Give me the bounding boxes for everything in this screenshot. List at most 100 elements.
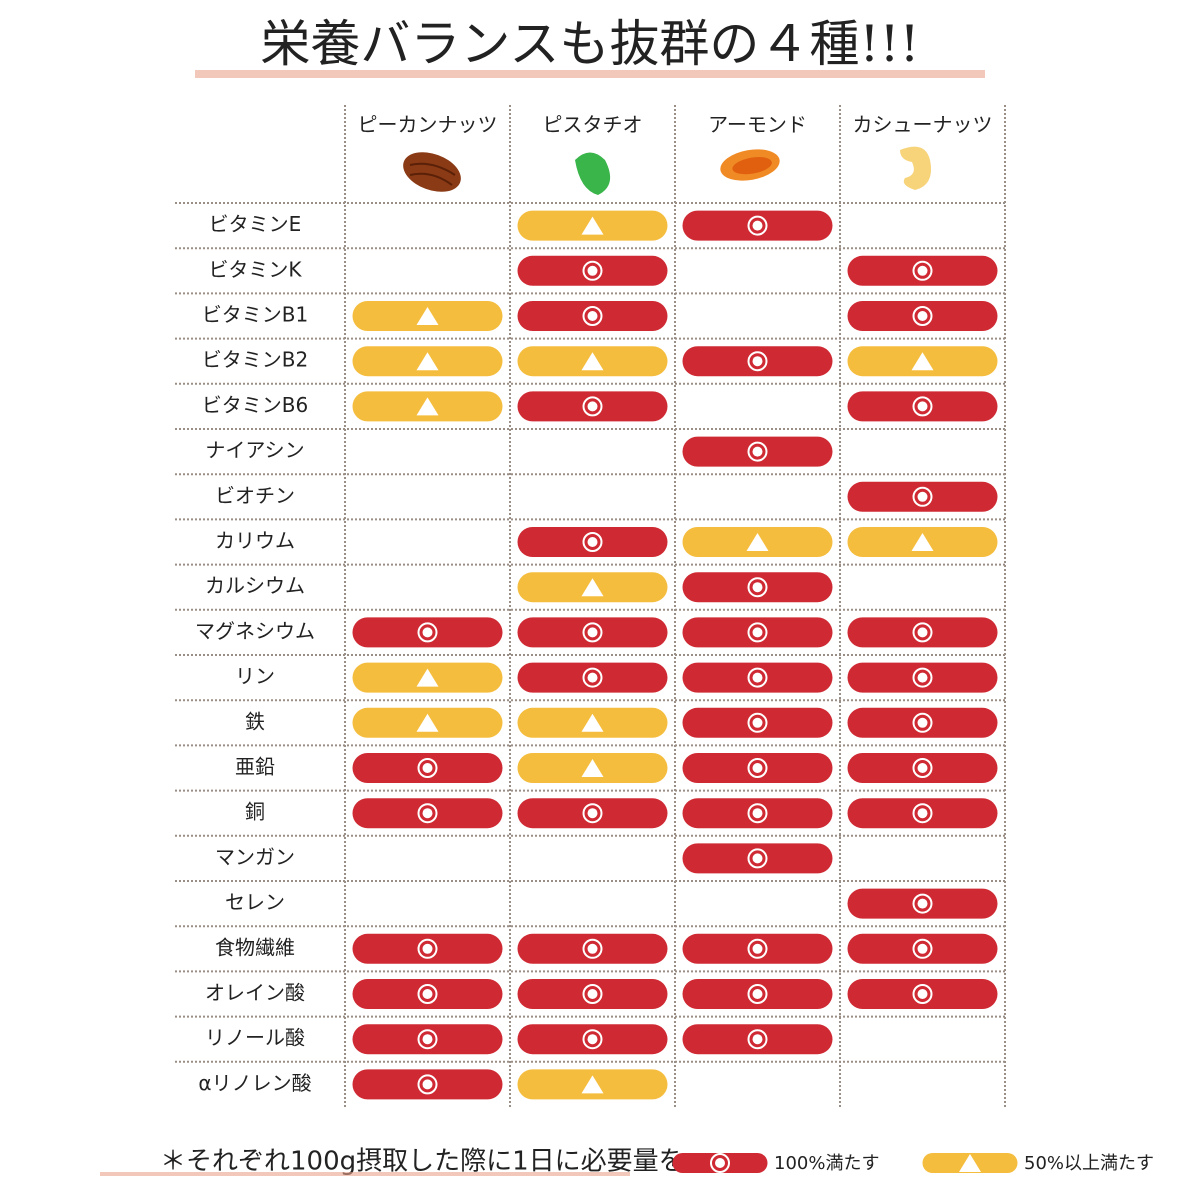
pill-ring — [747, 1029, 768, 1050]
rating-pill — [682, 436, 833, 467]
rating-pill — [847, 979, 998, 1009]
pill-ring — [747, 667, 768, 688]
pill-dot — [587, 943, 598, 954]
pill-dot — [587, 989, 598, 999]
pill-ring — [417, 803, 438, 824]
rating-pill — [682, 527, 833, 557]
pill-dot — [422, 943, 433, 954]
rating-pill — [847, 617, 998, 648]
footnote-underline — [100, 1172, 630, 1176]
pill-dot — [917, 401, 928, 412]
title: 栄養バランスも抜群の４種!!! — [260, 15, 919, 73]
pill-triangle — [416, 352, 439, 371]
pill-ring — [747, 984, 768, 1004]
rating-pill — [517, 255, 668, 286]
pill-ring — [747, 441, 768, 462]
rating-pill — [517, 210, 668, 241]
pill-ring — [747, 712, 768, 733]
pill-ring — [582, 532, 603, 552]
rating-pill — [682, 933, 833, 964]
rating-pill — [847, 798, 998, 829]
pill-triangle — [911, 533, 934, 551]
pill-dot — [587, 401, 598, 412]
row-label: 亜鉛 — [235, 755, 275, 779]
pill-ring — [582, 938, 603, 959]
rating-pill — [352, 753, 503, 783]
row-label: ビタミンE — [209, 212, 302, 236]
row-label: αリノレン酸 — [198, 1071, 311, 1095]
rating-pill — [682, 346, 833, 377]
pill-dot — [752, 446, 763, 457]
pill-dot — [587, 672, 598, 683]
pill-dot — [917, 943, 928, 954]
pill-ring — [912, 984, 933, 1004]
row-label: ビオチン — [215, 483, 295, 507]
pill-dot — [587, 265, 598, 276]
rating-pill — [517, 662, 668, 693]
rating-pill — [682, 617, 833, 648]
almond-icon — [720, 149, 780, 181]
rating-pill — [517, 1024, 668, 1055]
rating-pill — [352, 662, 503, 693]
footnote: ＊それぞれ100g摂取した際に1日に必要量を — [160, 1147, 685, 1177]
pill-ring — [582, 260, 603, 281]
column-header: ピスタチオ — [543, 113, 643, 137]
rating-pill — [847, 933, 998, 964]
pill-dot — [917, 627, 928, 638]
rating-pill — [517, 527, 668, 557]
pill-dot — [752, 853, 763, 864]
pill-ring — [912, 803, 933, 824]
row-label: ビタミンB6 — [202, 393, 308, 417]
pill-ring — [747, 577, 768, 598]
pill-dot — [917, 808, 928, 819]
pill-dot — [917, 491, 928, 502]
rating-pill — [352, 617, 503, 648]
pill-ring — [582, 667, 603, 688]
pill-dot — [752, 989, 763, 999]
rating-pill — [682, 662, 833, 693]
legend-label: 50%以上満たす — [1024, 1153, 1154, 1174]
pill-ring — [747, 622, 768, 643]
rating-pill — [352, 979, 503, 1009]
rating-pill — [682, 798, 833, 829]
pill-dot — [422, 1034, 433, 1045]
pill-ring — [912, 938, 933, 959]
rating-pill — [847, 753, 998, 783]
column-header: ピーカンナッツ — [358, 113, 498, 137]
pill-ring — [747, 938, 768, 959]
pill-triangle — [581, 759, 604, 777]
rating-pill — [682, 843, 833, 874]
pill-ring — [582, 803, 603, 824]
pill-dot — [752, 1034, 763, 1045]
pill-dot — [587, 808, 598, 819]
pecan-icon — [403, 152, 461, 192]
rating-pill — [517, 346, 668, 377]
pill-dot — [917, 717, 928, 728]
pill-ring — [582, 622, 603, 643]
pill-dot — [752, 763, 763, 773]
rating-pill — [682, 979, 833, 1009]
pill-ring — [417, 1074, 438, 1095]
pill-triangle — [581, 352, 604, 371]
rating-pill — [352, 391, 503, 422]
rating-pill — [517, 933, 668, 964]
rating-pill — [847, 527, 998, 557]
pill-dot — [752, 717, 763, 728]
row-label: カリウム — [215, 529, 295, 553]
row-label: カルシウム — [205, 574, 305, 598]
rating-pill — [517, 301, 668, 331]
pill-ring — [912, 622, 933, 643]
pill-ring — [582, 306, 603, 326]
pill-ring — [912, 893, 933, 914]
pill-dot — [587, 537, 598, 547]
pill-triangle — [581, 578, 604, 597]
pill-ring — [912, 667, 933, 688]
rating-pill — [352, 1069, 503, 1100]
rating-pill — [682, 707, 833, 738]
pill-dot — [917, 989, 928, 999]
rating-pill — [847, 346, 998, 377]
pill-triangle — [416, 307, 439, 325]
title-underline — [195, 70, 985, 78]
rating-pill — [352, 933, 503, 964]
